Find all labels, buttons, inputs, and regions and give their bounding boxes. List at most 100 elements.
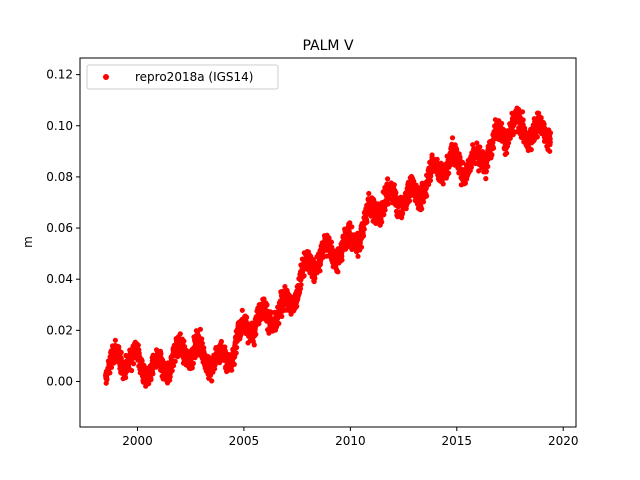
data-point bbox=[385, 176, 391, 182]
data-point bbox=[312, 275, 318, 281]
data-point bbox=[201, 345, 207, 351]
data-point bbox=[199, 340, 205, 346]
data-point bbox=[434, 156, 440, 162]
data-point bbox=[170, 363, 177, 369]
data-point bbox=[385, 201, 391, 207]
legend-marker bbox=[103, 74, 109, 80]
data-point bbox=[231, 361, 237, 367]
data-point bbox=[107, 370, 113, 376]
data-point bbox=[382, 207, 388, 213]
data-point bbox=[229, 367, 235, 373]
data-point bbox=[393, 190, 399, 196]
data-point bbox=[190, 360, 196, 366]
x-tick-label: 2000 bbox=[122, 434, 153, 448]
data-point bbox=[209, 378, 215, 384]
data-point bbox=[251, 342, 257, 348]
data-point bbox=[339, 257, 345, 263]
data-point bbox=[298, 282, 304, 288]
data-point bbox=[468, 164, 474, 170]
data-point bbox=[541, 121, 547, 127]
data-point bbox=[335, 269, 341, 275]
data-point bbox=[239, 307, 245, 313]
data-point bbox=[294, 303, 300, 309]
y-axis-label: m bbox=[21, 236, 35, 248]
data-point bbox=[349, 224, 355, 230]
y-tick-label: 0.06 bbox=[46, 221, 73, 235]
data-point bbox=[112, 337, 118, 343]
data-point bbox=[135, 342, 141, 348]
legend: repro2018a (IGS14) bbox=[86, 64, 279, 90]
data-point bbox=[217, 360, 223, 366]
legend-label: repro2018a (IGS14) bbox=[135, 70, 253, 84]
data-point bbox=[276, 320, 282, 327]
data-point bbox=[391, 182, 397, 188]
data-point bbox=[118, 356, 124, 362]
data-point bbox=[355, 253, 361, 259]
data-point bbox=[366, 190, 372, 197]
data-point bbox=[282, 284, 288, 290]
data-point bbox=[222, 344, 228, 350]
chart-title: PALM V bbox=[302, 38, 353, 54]
data-point bbox=[429, 152, 435, 158]
data-point bbox=[420, 199, 427, 205]
data-point bbox=[146, 381, 152, 387]
y-axis: 0.00 0.02 0.04 0.06 0.08 0.10 0.12 bbox=[46, 68, 80, 388]
data-point bbox=[379, 219, 385, 225]
data-point bbox=[244, 314, 250, 320]
data-point bbox=[504, 150, 510, 156]
data-point bbox=[424, 193, 430, 199]
x-tick-label: 2005 bbox=[229, 434, 260, 448]
data-point bbox=[534, 134, 540, 140]
data-point bbox=[528, 147, 534, 153]
data-point bbox=[499, 120, 505, 126]
data-point bbox=[279, 313, 285, 319]
data-point bbox=[317, 261, 323, 267]
x-tick-label: 2010 bbox=[335, 434, 366, 448]
y-tick-label: 0.02 bbox=[46, 323, 73, 337]
data-point bbox=[150, 371, 156, 377]
data-point bbox=[317, 268, 323, 274]
data-point bbox=[360, 233, 367, 239]
data-point bbox=[357, 240, 363, 246]
data-point bbox=[462, 180, 468, 186]
data-point bbox=[440, 181, 446, 187]
data-point bbox=[234, 344, 240, 351]
data-point bbox=[347, 220, 353, 226]
data-point bbox=[364, 219, 370, 225]
legend-box bbox=[86, 64, 279, 90]
data-point bbox=[148, 377, 154, 383]
data-point bbox=[547, 130, 554, 136]
data-point bbox=[139, 358, 145, 364]
data-point bbox=[427, 177, 433, 184]
data-point bbox=[519, 109, 526, 115]
data-point bbox=[470, 142, 476, 148]
y-tick-label: 0.10 bbox=[46, 119, 73, 133]
data-point bbox=[547, 148, 553, 154]
y-tick-label: 0.04 bbox=[46, 272, 73, 286]
data-point bbox=[477, 144, 483, 150]
data-point bbox=[177, 331, 183, 337]
data-point bbox=[104, 376, 110, 382]
data-point bbox=[169, 368, 175, 374]
y-tick-label: 0.08 bbox=[46, 170, 73, 184]
data-point bbox=[218, 338, 224, 345]
data-point bbox=[339, 253, 345, 259]
data-point bbox=[483, 168, 489, 174]
data-point bbox=[197, 326, 203, 332]
data-point bbox=[419, 206, 425, 212]
data-point bbox=[172, 358, 178, 364]
x-tick-label: 2020 bbox=[548, 434, 579, 448]
data-point bbox=[457, 154, 463, 160]
data-point bbox=[267, 309, 274, 315]
x-axis: 2000 2005 2010 2015 2020 bbox=[122, 427, 579, 448]
data-point bbox=[426, 181, 432, 188]
data-point bbox=[233, 350, 239, 356]
data-point bbox=[108, 364, 115, 370]
plot-frame bbox=[79, 57, 577, 428]
data-point bbox=[490, 145, 497, 151]
data-points bbox=[103, 105, 554, 389]
data-point bbox=[489, 152, 495, 158]
x-tick-label: 2015 bbox=[442, 434, 473, 448]
data-point bbox=[446, 170, 452, 176]
data-point bbox=[506, 140, 512, 146]
